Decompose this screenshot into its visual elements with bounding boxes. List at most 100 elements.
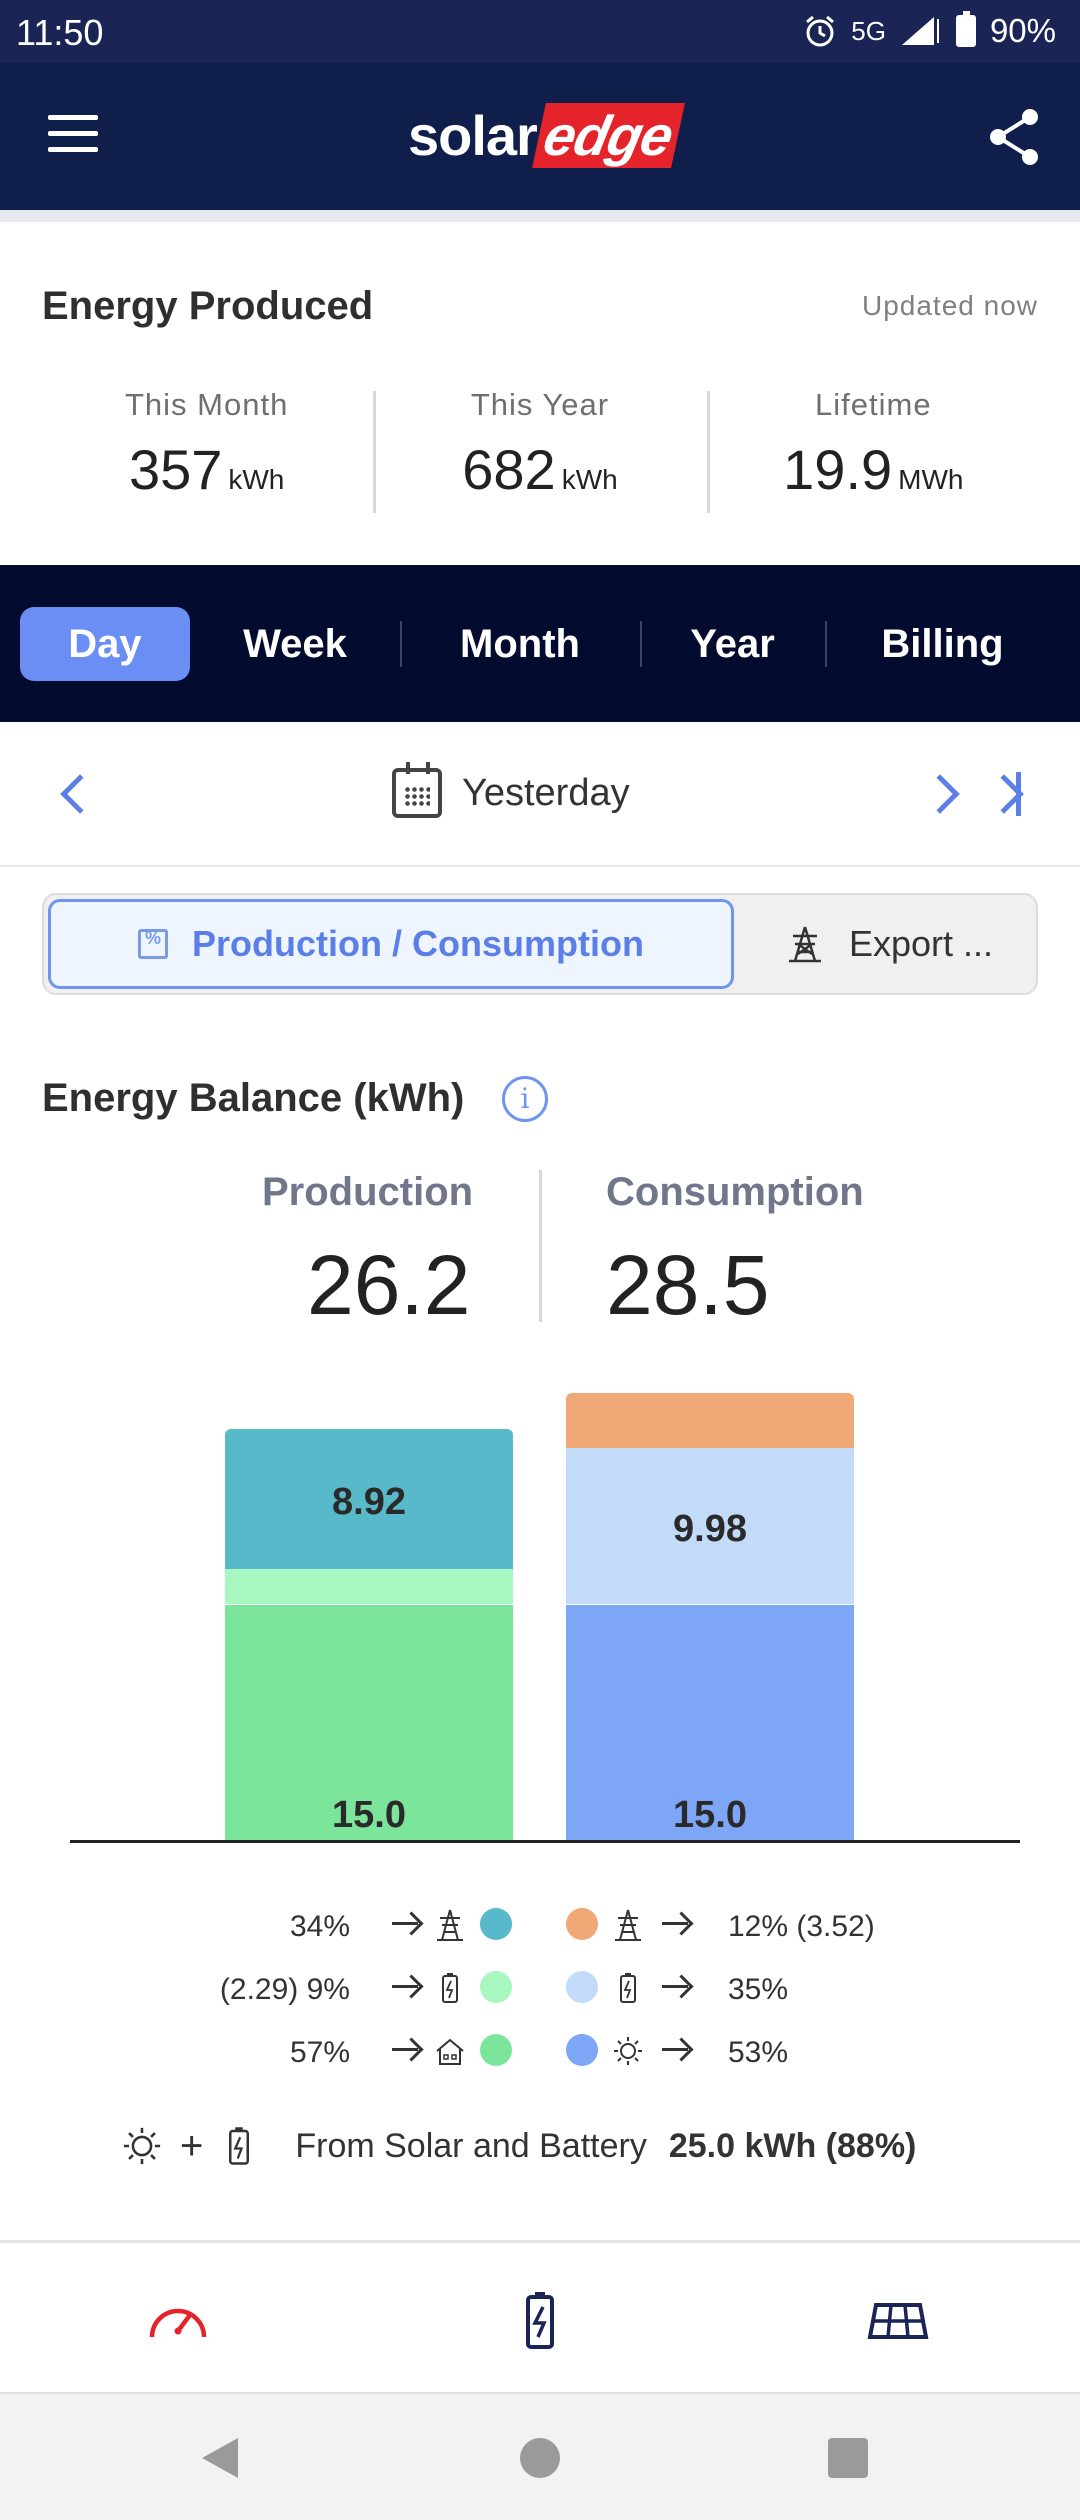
share-icon[interactable] xyxy=(986,107,1042,167)
status-icons: 5G 90% xyxy=(803,11,1056,50)
energy-balance-summary: Production 26.2 Consumption 28.5 xyxy=(0,1170,1080,1332)
status-bar: 11:50 5G 90% xyxy=(0,0,1080,63)
bar-segment-production-0 xyxy=(225,1604,513,1840)
info-icon[interactable]: i xyxy=(502,1076,548,1122)
updated-label: Updated now xyxy=(861,290,1038,321)
bar-label-consumption-1: 9.98 xyxy=(673,1508,747,1551)
legend-dot-battery-discharge xyxy=(566,1971,598,2003)
last-day-bar-icon xyxy=(1016,772,1021,816)
date-picker[interactable]: Yesterday xyxy=(392,762,630,818)
header-divider xyxy=(0,210,1080,222)
bar-segment-consumption-1 xyxy=(566,1447,854,1605)
previous-day-chevron-icon[interactable] xyxy=(60,774,100,814)
battery-icon xyxy=(442,1973,458,2003)
tab-month[interactable]: Month xyxy=(460,622,580,666)
date-label: Yesterday xyxy=(462,771,630,814)
logo-edge: edge xyxy=(531,102,685,168)
battery-percent: 90% xyxy=(989,12,1056,49)
stat-unit: MWh xyxy=(898,464,964,495)
grid-tower-icon xyxy=(437,1909,463,1941)
menu-icon[interactable] xyxy=(48,115,98,155)
arrow-icon xyxy=(392,1985,418,1988)
arrow-icon xyxy=(662,1985,688,1988)
bar-segment-production-1 xyxy=(225,1568,513,1605)
plus-icon: + xyxy=(180,2123,204,2168)
tab-week[interactable]: Week xyxy=(243,622,347,666)
sun-icon xyxy=(614,2037,642,2065)
arrow-icon xyxy=(392,1922,418,1925)
energy-balance-chart: 15.0 8.92 15.0 9.98 xyxy=(0,1370,1080,1850)
solar-battery-value: 25.0 kWh (88%) xyxy=(668,2126,917,2165)
stat-this-month: This Month 357 kWh xyxy=(40,387,373,517)
stat-unit: kWh xyxy=(561,464,618,495)
tab-separator xyxy=(640,621,642,667)
logo-solar: solar xyxy=(408,103,538,167)
legend-home-percent: 57% xyxy=(289,2036,350,2069)
alarm-icon xyxy=(806,15,835,47)
consumption-summary: Consumption 28.5 xyxy=(606,1170,864,1334)
grid-tower-icon xyxy=(788,926,821,963)
network-type: 5G xyxy=(851,15,886,46)
stat-number: 357 xyxy=(128,438,223,501)
stat-value: 682 kWh xyxy=(373,437,706,502)
bar-segment-production-2 xyxy=(225,1428,513,1569)
stat-value: 19.9 MWh xyxy=(707,437,1040,502)
legend-solar-percent: 53% xyxy=(728,2036,789,2069)
stat-label: This Month xyxy=(124,387,289,422)
solar-battery-label: From Solar and Battery xyxy=(295,2126,647,2165)
stat-value: 357 kWh xyxy=(40,437,373,502)
stat-number: 682 xyxy=(462,438,556,501)
energy-legend: 34% 12% (3.52) (2.29) 9% 35% 57% 53% xyxy=(0,1900,1080,2100)
home-icon xyxy=(436,2038,464,2065)
next-day-chevron-icon[interactable] xyxy=(920,774,960,814)
export-option[interactable]: Export ... xyxy=(744,899,1034,989)
energy-stats: This Month 357 kWh This Year 682 kWh Lifet… xyxy=(40,387,1040,517)
production-value: 26.2 xyxy=(307,1238,471,1332)
dashboard-gauge-icon[interactable] xyxy=(146,2291,210,2351)
legend-dot-battery-charge xyxy=(480,1971,512,2003)
legend-dot-solar xyxy=(566,2034,598,2066)
legend-dot-import xyxy=(566,1908,598,1940)
solar-panel-layout-icon[interactable] xyxy=(866,2291,930,2351)
sun-icon xyxy=(123,2127,161,2165)
legend-battery-charge-percent: (2.29) 9% xyxy=(219,1973,350,2006)
stat-this-year: This Year 682 kWh xyxy=(373,387,706,517)
battery-icon xyxy=(229,2127,250,2165)
bar-label-production-0: 15.0 xyxy=(332,1794,406,1836)
battery-icon xyxy=(620,1973,636,2003)
solar-battery-summary: + From Solar and Battery 25.0 kWh (88%) xyxy=(120,2118,916,2174)
view-toggle: Production / Consumption Export ... xyxy=(42,893,1038,995)
percent-chart-icon xyxy=(138,928,169,959)
tab-separator xyxy=(825,621,827,667)
tab-separator xyxy=(400,621,402,667)
recent-apps-icon[interactable] xyxy=(828,2438,868,2478)
legend-battery-discharge-percent: 35% xyxy=(728,1973,789,2006)
export-label: Export ... xyxy=(848,923,994,964)
arrow-icon xyxy=(662,1922,688,1925)
legend-row-home-solar: 57% 53% xyxy=(0,2026,1080,2076)
date-navigator: Yesterday xyxy=(0,722,1080,867)
signal-icon xyxy=(901,17,939,45)
android-navigation-bar xyxy=(0,2392,1080,2520)
period-tabs: Day Week Month Year Billing xyxy=(0,565,1080,722)
grid-tower-icon xyxy=(615,1909,641,1941)
arrow-icon xyxy=(662,2048,688,2051)
summary-divider xyxy=(539,1170,542,1322)
tab-billing[interactable]: Billing xyxy=(881,622,1004,666)
battery-status-icon xyxy=(955,11,976,47)
app-header: solar edge xyxy=(0,63,1080,210)
energy-balance-title: Energy Balance (kWh) xyxy=(42,1076,465,1120)
home-button-icon[interactable] xyxy=(520,2438,560,2478)
legend-dot-self-consumption xyxy=(480,2034,512,2066)
bottom-navigation xyxy=(0,2240,1080,2392)
battery-storage-icon[interactable] xyxy=(508,2291,572,2351)
status-time: 11:50 xyxy=(16,12,104,53)
stat-number: 19.9 xyxy=(783,438,893,501)
legend-dot-export xyxy=(480,1908,512,1940)
tab-day[interactable]: Day xyxy=(20,607,190,681)
production-consumption-option[interactable]: Production / Consumption xyxy=(48,899,734,989)
back-icon[interactable] xyxy=(202,2438,238,2478)
energy-produced-card: Energy Produced Updated now This Month 3… xyxy=(0,222,1080,565)
tab-year[interactable]: Year xyxy=(690,622,775,666)
legend-export-percent: 34% xyxy=(289,1910,350,1943)
